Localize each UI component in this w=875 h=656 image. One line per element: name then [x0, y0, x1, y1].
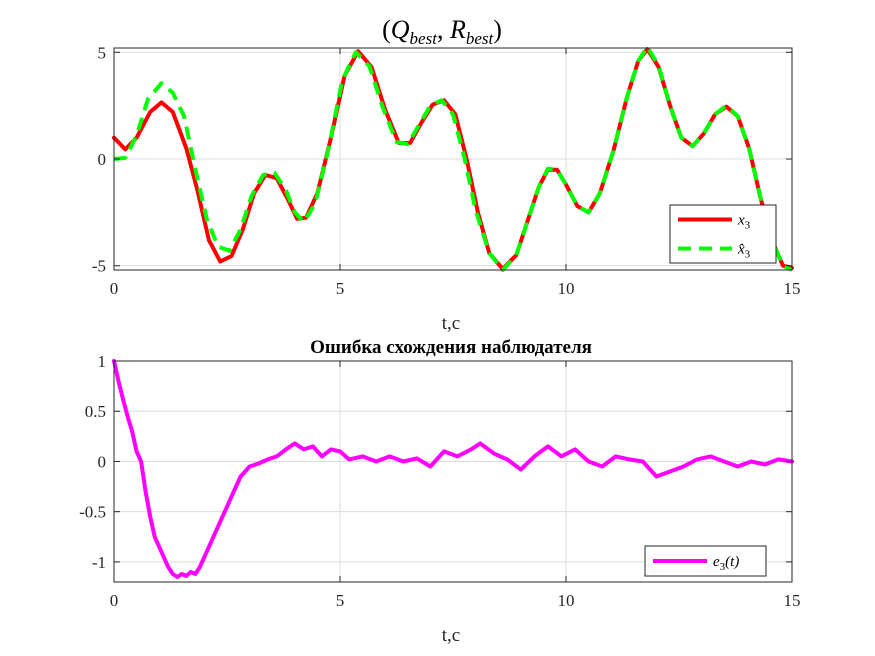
- chart-1-title-r: R: [449, 15, 466, 44]
- chart-2-plot-area: [114, 361, 792, 582]
- chart-1-xtick-label: 0: [110, 279, 119, 298]
- chart-2-title: Ошибка схождения наблюдателя: [310, 337, 592, 358]
- chart-2-ytick-label: 1: [98, 352, 107, 371]
- chart-2-xtick-label: 0: [110, 591, 119, 610]
- chart-1-legend-label-1: x3: [737, 213, 751, 232]
- chart-1-xlabel: t,c: [442, 313, 460, 334]
- chart-1-legend: x3 x̂3: [669, 204, 777, 264]
- chart-1-title-q: Q: [391, 15, 410, 44]
- chart-1-xtick-label: 15: [784, 279, 801, 298]
- chart-2-legend: e3(t): [644, 545, 767, 577]
- chart-1-xtick-label: 5: [336, 279, 345, 298]
- chart-1-ytick-label: 5: [98, 43, 107, 62]
- chart-1-ytick-label: 0: [98, 150, 107, 169]
- chart-2-ytick-label: -0.5: [79, 503, 106, 522]
- chart-1-legend-box: [669, 204, 777, 264]
- chart-2-xtick-label: 10: [558, 591, 575, 610]
- chart-2-xtick-label: 5: [336, 591, 345, 610]
- chart-2-xtick-label: 15: [784, 591, 801, 610]
- chart-2-ytick-label: 0: [98, 452, 107, 471]
- chart-1-xtick-label: 10: [558, 279, 575, 298]
- chart-2-ytick-label: 0.5: [85, 402, 106, 421]
- chart-1-ytick-label: -5: [92, 257, 106, 276]
- chart-1-title: (Qbest, Rbest): [382, 15, 502, 48]
- chart-2-ytick-label: -1: [92, 553, 106, 572]
- chart-2-legend-label-1: e3(t): [713, 554, 739, 573]
- chart-1-title-sep: ,: [437, 15, 450, 44]
- chart-1-series-2-line: [113, 44, 793, 272]
- chart-2-plot: 0 5 10 15 -1 -0.5 0 0.5 1 e3(t): [79, 352, 800, 610]
- chart-1-title-open: (: [382, 15, 391, 44]
- chart-2-axes-box: [113, 360, 793, 583]
- chart-2-series-1-line: [112, 359, 794, 579]
- chart-1-legend-label-2: x̂3: [737, 242, 751, 261]
- chart-2-xlabel: t,c: [442, 625, 460, 646]
- chart-1-title-q-sub: best: [410, 29, 439, 48]
- chart-1-title-r-sub: best: [466, 29, 495, 48]
- chart-1-title-close: ): [493, 15, 502, 44]
